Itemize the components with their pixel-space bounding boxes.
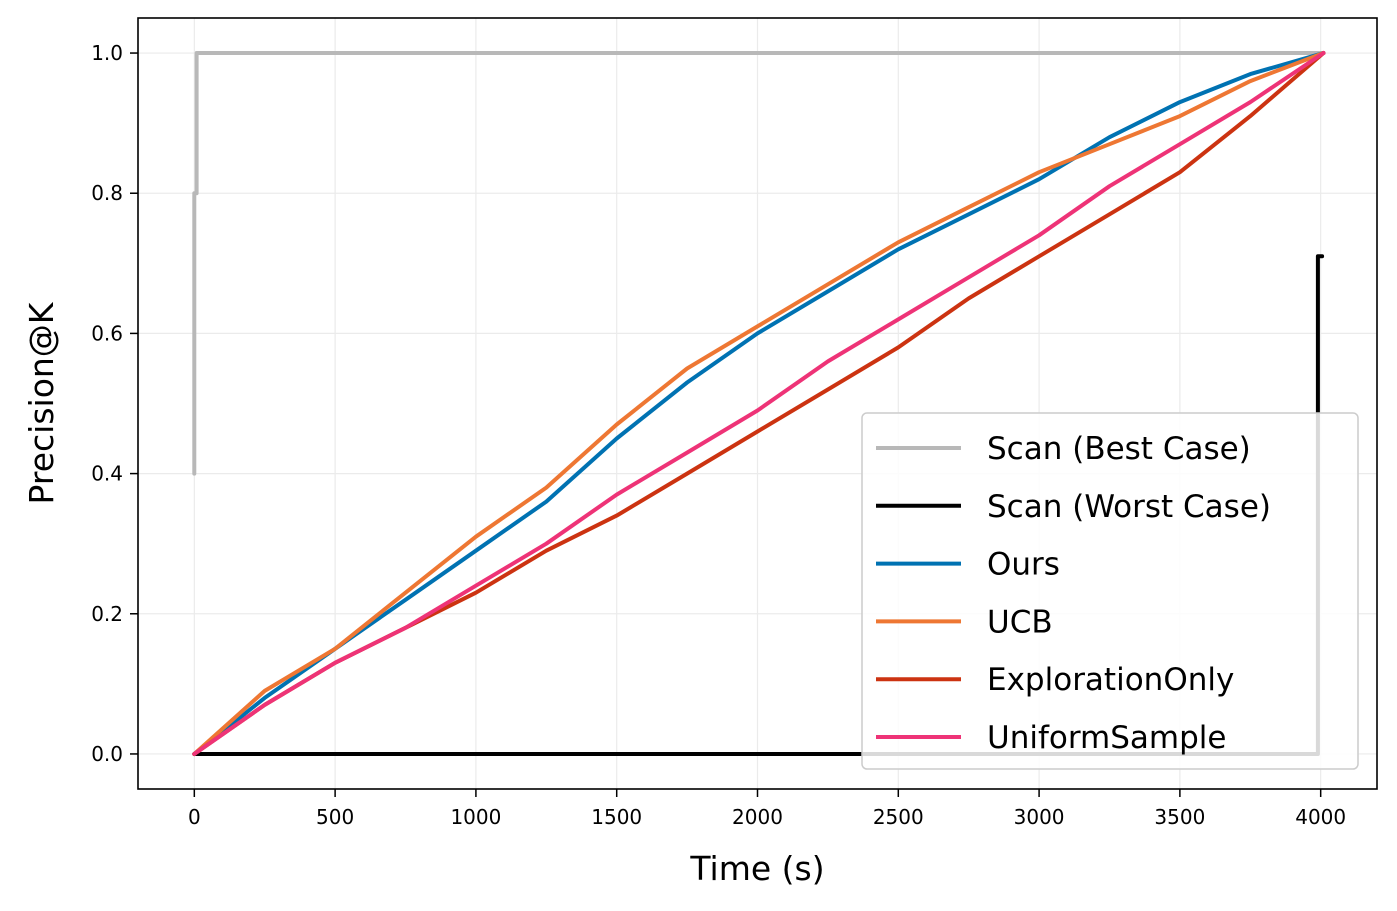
y-tick-label: 0.2 xyxy=(91,602,123,626)
x-axis-ticks: 0 500 1000 1500 2000 2500 3000 3500 4000 xyxy=(188,789,1346,829)
series-line-scan-best-case xyxy=(192,51,1326,476)
legend-box xyxy=(861,412,1359,770)
x-tick-label: 2000 xyxy=(732,805,783,829)
x-tick-label: 2500 xyxy=(873,805,924,829)
y-tick-label: 0.6 xyxy=(91,321,123,345)
legend-label-ours: Ours xyxy=(987,547,1060,583)
legend-label-scan-worst-case: Scan (Worst Case) xyxy=(987,489,1271,525)
legend-label-explorationonly: ExplorationOnly xyxy=(987,662,1234,698)
legend-label-uniformsample: UniformSample xyxy=(987,720,1226,756)
x-tick-label: 1000 xyxy=(450,805,501,829)
series-line-ours xyxy=(192,51,1326,756)
y-tick-label: 1.0 xyxy=(91,41,123,65)
series-line-ucb xyxy=(192,51,1326,756)
x-tick-label: 4000 xyxy=(1295,805,1346,829)
y-tick-label: 0.4 xyxy=(91,462,123,486)
x-tick-label: 0 xyxy=(188,805,201,829)
legend-label-ucb: UCB xyxy=(987,604,1053,640)
x-tick-label: 1500 xyxy=(591,805,642,829)
y-tick-label: 0.8 xyxy=(91,181,123,205)
y-axis-ticks: 0.0 0.2 0.4 0.6 0.8 1.0 xyxy=(91,41,138,766)
x-tick-label: 3500 xyxy=(1154,805,1205,829)
y-tick-label: 0.0 xyxy=(91,742,123,766)
series-line-uniformsample xyxy=(192,51,1326,756)
x-tick-label: 500 xyxy=(316,805,354,829)
x-axis-title: Time (s) xyxy=(689,849,824,888)
legend: Scan (Best Case) Scan (Worst Case) Ours UCB… xyxy=(861,412,1359,770)
x-tick-label: 3000 xyxy=(1014,805,1065,829)
y-axis-title: Precision@K xyxy=(22,301,61,504)
legend-label-scan-best-case: Scan (Best Case) xyxy=(987,431,1251,467)
